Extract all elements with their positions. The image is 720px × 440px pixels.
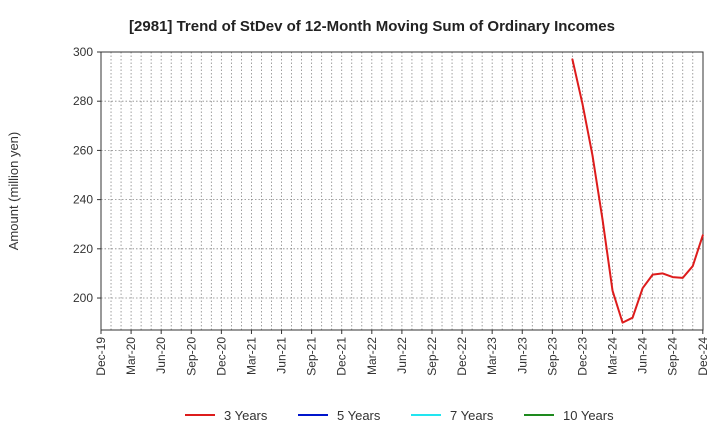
y-tick-label: 240 xyxy=(73,193,93,207)
x-tick-label: Mar-23 xyxy=(485,337,499,375)
x-tick-label: Jun-22 xyxy=(395,337,409,374)
legend-label-7-years: 7 Years xyxy=(450,408,494,423)
y-tick-label: 260 xyxy=(73,143,93,157)
x-tick-label: Sep-23 xyxy=(545,337,559,376)
x-tick-label: Jun-21 xyxy=(275,337,289,374)
x-tick-label: Jun-20 xyxy=(154,337,168,374)
x-tick-label: Mar-21 xyxy=(244,337,258,375)
x-tick-label: Sep-22 xyxy=(425,337,439,376)
x-tick-label: Mar-24 xyxy=(606,337,620,375)
x-tick-label: Mar-22 xyxy=(365,337,379,375)
x-tick-label: Dec-19 xyxy=(94,337,108,376)
x-tick-label: Dec-23 xyxy=(575,337,589,376)
y-tick-label: 300 xyxy=(73,45,93,59)
y-axis-label: Amount (million yen) xyxy=(6,132,21,251)
legend-label-10-years: 10 Years xyxy=(563,408,614,423)
grid xyxy=(100,51,703,330)
y-tick-label: 200 xyxy=(73,291,93,305)
y-tick-label: 280 xyxy=(73,94,93,108)
x-axis-ticks: Dec-19 Mar-20 Jun-20 Sep-20 Dec-20 Mar-21 Jun-… xyxy=(94,330,710,376)
x-tick-label: Sep-20 xyxy=(184,337,198,376)
series-line-3-years xyxy=(571,58,704,324)
x-tick-label: Sep-24 xyxy=(666,337,680,376)
x-tick-label: Dec-21 xyxy=(335,337,349,376)
y-axis-ticks: 200 220 240 260 280 300 xyxy=(73,45,101,305)
series-lines xyxy=(571,58,704,324)
legend: 3 Years 5 Years 7 Years 10 Years xyxy=(185,408,614,423)
x-tick-label: Jun-24 xyxy=(636,337,650,374)
x-tick-label: Mar-20 xyxy=(124,337,138,375)
x-tick-label: Sep-21 xyxy=(305,337,319,376)
chart-title: [2981] Trend of StDev of 12-Month Moving… xyxy=(129,18,615,35)
legend-label-5-years: 5 Years xyxy=(337,408,381,423)
x-tick-label: Dec-24 xyxy=(696,337,710,376)
x-tick-label: Dec-20 xyxy=(214,337,228,376)
x-tick-label: Dec-22 xyxy=(455,337,469,376)
y-tick-label: 220 xyxy=(73,242,93,256)
x-tick-label: Jun-23 xyxy=(515,337,529,374)
legend-label-3-years: 3 Years xyxy=(224,408,268,423)
